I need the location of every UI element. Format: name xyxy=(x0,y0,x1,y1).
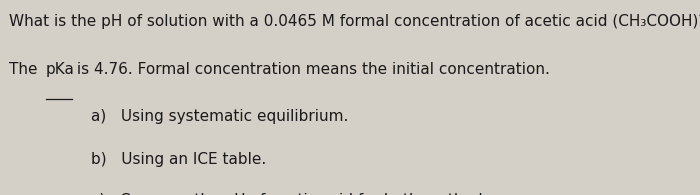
Text: a)   Using systematic equilibrium.: a) Using systematic equilibrium. xyxy=(91,109,349,124)
Text: pKa: pKa xyxy=(46,62,74,77)
Text: c)   Compare the pH of acetic acid for both methods.: c) Compare the pH of acetic acid for bot… xyxy=(91,193,496,195)
Text: is 4.76. Formal concentration means the initial concentration.: is 4.76. Formal concentration means the … xyxy=(72,62,550,77)
Text: The: The xyxy=(9,62,43,77)
Text: What is the pH of solution with a 0.0465 M formal concentration of acetic acid (: What is the pH of solution with a 0.0465… xyxy=(9,14,700,29)
Text: b)   Using an ICE table.: b) Using an ICE table. xyxy=(91,152,266,167)
